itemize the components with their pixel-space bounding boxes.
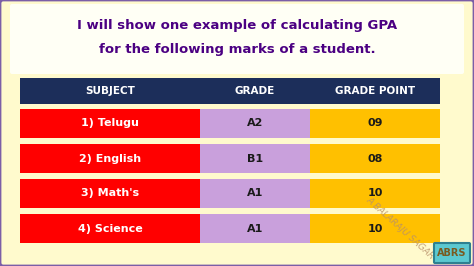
- Bar: [20, 144, 200, 173]
- Text: GRADE: GRADE: [235, 86, 275, 96]
- Bar: [310, 109, 440, 138]
- Text: 08: 08: [367, 153, 383, 164]
- FancyBboxPatch shape: [434, 243, 470, 263]
- Text: I will show one example of calculating GPA: I will show one example of calculating G…: [77, 19, 397, 32]
- Bar: [20, 214, 200, 243]
- Text: 10: 10: [367, 189, 383, 198]
- Text: GRADE POINT: GRADE POINT: [335, 86, 415, 96]
- Bar: [20, 78, 440, 104]
- Bar: [310, 144, 440, 173]
- FancyBboxPatch shape: [10, 4, 464, 74]
- Text: 10: 10: [367, 223, 383, 234]
- Text: for the following marks of a student.: for the following marks of a student.: [99, 44, 375, 56]
- Text: A BALARAJU SAGAR: A BALARAJU SAGAR: [364, 195, 436, 261]
- Text: A1: A1: [247, 223, 263, 234]
- Text: ABRS: ABRS: [437, 248, 467, 258]
- Text: 09: 09: [367, 118, 383, 128]
- Bar: [310, 179, 440, 208]
- Text: 2) English: 2) English: [79, 153, 141, 164]
- Bar: [20, 109, 200, 138]
- Bar: [310, 214, 440, 243]
- Bar: [200, 144, 310, 173]
- Text: A1: A1: [247, 189, 263, 198]
- Bar: [200, 214, 310, 243]
- Text: SUBJECT: SUBJECT: [85, 86, 135, 96]
- Text: B1: B1: [247, 153, 263, 164]
- Bar: [200, 179, 310, 208]
- Text: 1) Telugu: 1) Telugu: [81, 118, 139, 128]
- Text: 3) Math's: 3) Math's: [81, 189, 139, 198]
- Bar: [20, 179, 200, 208]
- Text: 4) Science: 4) Science: [78, 223, 142, 234]
- Bar: [200, 109, 310, 138]
- Text: A2: A2: [247, 118, 263, 128]
